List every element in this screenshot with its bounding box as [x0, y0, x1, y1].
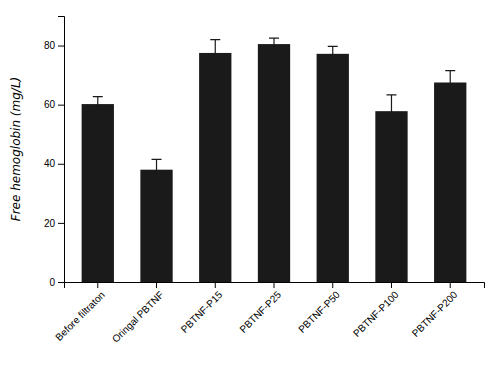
x-tick-label: PBTNF-P200: [410, 289, 460, 339]
x-tick: PBTNF-P25: [237, 282, 283, 335]
bar: [375, 111, 407, 282]
y-tick: 80: [44, 40, 64, 51]
x-tick-label: Oringal PBTNF: [110, 289, 166, 345]
chart: 0 20 40 60 80 Before filtratonOringal PBTNF PB…: [0, 0, 500, 378]
x-tick-mark: [332, 282, 333, 288]
y-tick-label: 80: [44, 40, 56, 51]
y-axis-title: Free hemoglobin (mg/L): [9, 77, 23, 222]
error-bar: [269, 38, 279, 50]
x-tick-mark: [391, 282, 392, 288]
x-tick: PBTNF-P100: [351, 282, 401, 339]
x-tick-label: PBTNF-P100: [351, 289, 401, 339]
x-tick-mark: [274, 282, 275, 288]
y-tick-mark: [58, 105, 64, 106]
y-tick-mark: [58, 223, 64, 224]
error-bar: [328, 46, 338, 61]
y-tick-label: 20: [44, 218, 56, 229]
x-tick-label: PBTNF-P50: [296, 289, 342, 335]
error-bar: [445, 71, 455, 95]
x-tick: PBTNF-P200: [410, 282, 460, 339]
y-tick-mark: [58, 46, 64, 47]
bar: [140, 170, 172, 282]
y-tick: 20: [44, 218, 64, 229]
x-axis-line: [65, 283, 485, 289]
bar: [258, 44, 290, 282]
x-tick-mark: [450, 282, 451, 288]
y-axis: 0 20 40 60 80: [44, 17, 65, 288]
x-axis: Before filtratonOringal PBTNF PBTNF-P15 PB…: [53, 282, 484, 345]
y-tick: 60: [44, 99, 64, 110]
bar: [317, 54, 349, 282]
bar: [82, 104, 114, 282]
y-tick-mark: [58, 282, 64, 283]
x-tick: Oringal PBTNF: [110, 282, 166, 345]
plot: 0 20 40 60 80 Before filtratonOringal PBTNF PB…: [9, 17, 485, 345]
x-tick-mark: [215, 282, 216, 288]
y-axis-line: [58, 17, 65, 283]
x-tick-mark: [97, 282, 98, 288]
x-tick-label: PBTNF-P15: [179, 289, 225, 335]
bar: [434, 83, 466, 283]
y-tick: 40: [44, 158, 64, 169]
y-tick-label: 60: [44, 99, 56, 110]
error-bar: [210, 40, 220, 67]
x-tick: PBTNF-P50: [296, 282, 342, 335]
x-tick: PBTNF-P15: [179, 282, 225, 335]
x-tick-mark: [156, 282, 157, 288]
bar: [199, 53, 231, 282]
y-tick-mark: [58, 164, 64, 165]
y-tick-label: 40: [44, 158, 56, 169]
y-tick: 0: [49, 277, 64, 288]
error-bar: [93, 97, 103, 112]
marks: [82, 38, 467, 282]
y-tick-label: 0: [49, 277, 55, 288]
x-tick-label: PBTNF-P25: [237, 289, 283, 335]
error-bar: [386, 95, 396, 128]
x-tick: Before filtraton: [53, 282, 107, 343]
error-bar: [152, 159, 162, 180]
x-tick-label: Before filtraton: [53, 289, 107, 343]
